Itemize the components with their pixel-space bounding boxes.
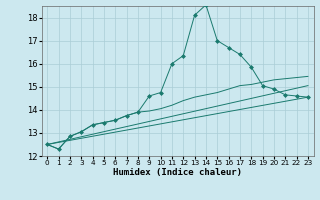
- X-axis label: Humidex (Indice chaleur): Humidex (Indice chaleur): [113, 168, 242, 177]
